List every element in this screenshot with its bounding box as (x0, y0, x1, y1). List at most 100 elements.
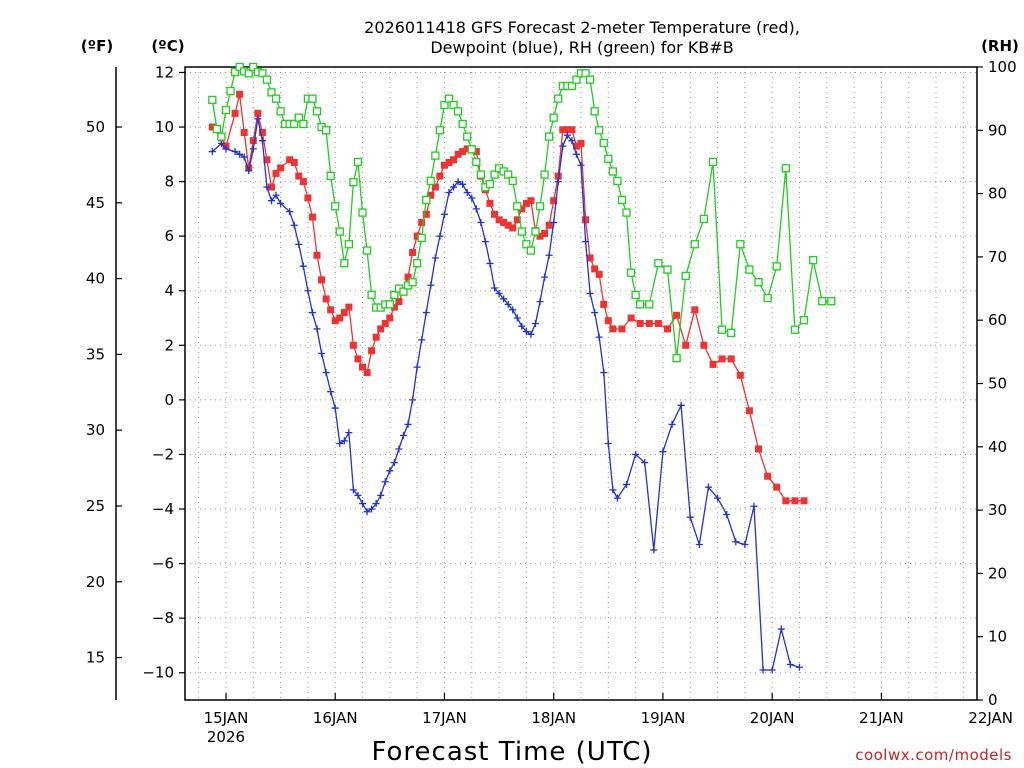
data-point (768, 666, 776, 674)
data-point (563, 131, 571, 139)
data-point (563, 126, 571, 134)
data-point (626, 268, 636, 277)
data-point (526, 246, 536, 255)
data-point (231, 148, 239, 156)
y-tick-label-celsius: −6 (152, 555, 174, 573)
data-point (522, 199, 530, 207)
data-point (336, 314, 344, 322)
data-point (408, 278, 417, 287)
data-point (312, 107, 322, 116)
y-tick-label-celsius: 0 (164, 391, 174, 409)
axes (115, 66, 983, 701)
data-point (271, 94, 281, 103)
y-tick-label-rh: 10 (988, 628, 1007, 646)
data-point (331, 404, 339, 412)
data-point (318, 349, 326, 357)
data-point (290, 158, 298, 166)
data-point (236, 150, 244, 158)
data-point (359, 363, 367, 371)
data-point (276, 107, 285, 116)
data-point (477, 219, 485, 227)
data-point (440, 161, 448, 169)
data-point (390, 290, 399, 300)
data-point (654, 259, 663, 268)
data-point (404, 273, 412, 281)
x-tick-label: 15JAN (204, 709, 249, 727)
data-point (759, 666, 767, 674)
data-point (449, 100, 458, 110)
data-point (604, 154, 613, 163)
data-point (773, 483, 781, 491)
y-tick-label-rh: 40 (988, 438, 1007, 456)
data-point (518, 205, 526, 213)
data-point (422, 195, 431, 205)
data-point (513, 216, 521, 224)
series-line (211, 118, 800, 671)
data-point (240, 153, 248, 161)
data-point (418, 336, 426, 344)
data-point (277, 164, 285, 172)
data-point (308, 213, 316, 221)
data-point (590, 107, 599, 116)
data-point (723, 510, 731, 518)
y-tick-label-fahrenheit: 20 (86, 573, 105, 591)
data-point (409, 396, 417, 404)
data-point (286, 156, 294, 164)
data-point (326, 171, 335, 181)
data-point (458, 119, 467, 129)
data-point (453, 107, 463, 116)
data-point (500, 219, 508, 227)
data-point (331, 202, 340, 211)
data-point (390, 459, 398, 467)
data-point (212, 124, 222, 134)
y-tick-label-rh: 70 (988, 248, 1007, 266)
data-point (586, 289, 594, 297)
data-point (208, 123, 216, 131)
x-tick-label: 16JAN (313, 709, 358, 727)
data-point (609, 325, 617, 333)
data-point (472, 157, 481, 167)
y-tick-label-fahrenheit: 15 (86, 649, 105, 667)
data-point (623, 480, 631, 488)
x-tick-label: 18JAN (531, 709, 576, 727)
y-tick-label-fahrenheit: 45 (86, 194, 105, 212)
data-point (617, 195, 627, 205)
data-point (258, 137, 266, 145)
data-point (349, 341, 357, 349)
data-point (604, 317, 612, 325)
data-point (422, 309, 430, 317)
data-point (431, 254, 439, 262)
data-point (727, 328, 736, 338)
data-point (717, 325, 727, 334)
y-tick-label-celsius: 10 (155, 118, 174, 136)
y-tick-label-celsius: −10 (142, 664, 174, 682)
data-point (799, 316, 809, 325)
data-point (527, 197, 535, 205)
data-point (431, 183, 439, 191)
data-point (267, 88, 276, 97)
series-2 (208, 62, 836, 363)
data-point (708, 157, 718, 167)
data-point (412, 259, 422, 268)
grid-lines (185, 67, 977, 700)
data-point (540, 170, 549, 179)
data-point (340, 309, 348, 317)
y-tick-label-rh: 100 (988, 58, 1017, 76)
data-point (286, 208, 294, 216)
data-point (700, 341, 708, 349)
data-point (413, 363, 421, 371)
data-point (486, 199, 494, 207)
y-tick-label-celsius: 8 (164, 173, 174, 191)
data-point (536, 232, 544, 240)
y-tick-label-celsius: −8 (152, 609, 174, 627)
data-point (427, 281, 435, 289)
data-point (395, 298, 403, 306)
data-point (304, 194, 312, 202)
data-point (686, 513, 694, 521)
data-point (490, 170, 499, 179)
data-point (754, 278, 763, 287)
data-point (504, 300, 512, 308)
data-point (522, 328, 530, 336)
data-point (567, 81, 577, 91)
data-point (258, 128, 266, 136)
